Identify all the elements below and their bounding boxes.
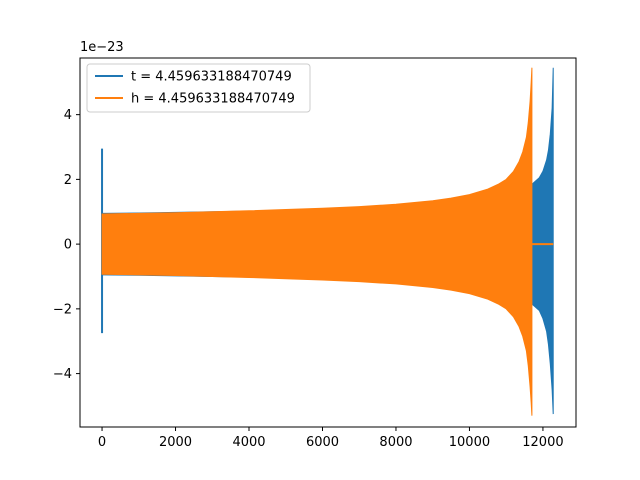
plot-layer (101, 67, 554, 416)
y-tick-label: 4 (64, 108, 72, 123)
y-tick-label: 0 (64, 238, 72, 253)
legend-label-h: h = 4.459633188470749 (131, 92, 295, 107)
axes-frame (79, 57, 577, 428)
series-h-envelope (101, 67, 533, 416)
y-tick-label: −2 (53, 302, 72, 317)
x-tick-label: 2000 (159, 435, 192, 450)
y-tick-label: 2 (64, 173, 72, 188)
x-tick-label: 12000 (522, 435, 563, 450)
x-tick-label: 0 (98, 435, 106, 450)
y-tick-label: −4 (53, 367, 72, 382)
x-tick-label: 8000 (379, 435, 412, 450)
x-axis: 0 2000 4000 6000 8000 10000 12000 (98, 427, 564, 450)
x-tick-label: 10000 (449, 435, 490, 450)
x-tick-label: 4000 (232, 435, 265, 450)
legend: t = 4.459633188470749 h = 4.459633188470… (86, 63, 311, 113)
x-tick-label: 6000 (306, 435, 339, 450)
legend-label-t: t = 4.459633188470749 (131, 70, 292, 85)
legend-box (86, 63, 311, 113)
y-scale-exponent: 1e−23 (80, 40, 124, 55)
y-axis: −4 −2 0 2 4 (53, 108, 80, 382)
